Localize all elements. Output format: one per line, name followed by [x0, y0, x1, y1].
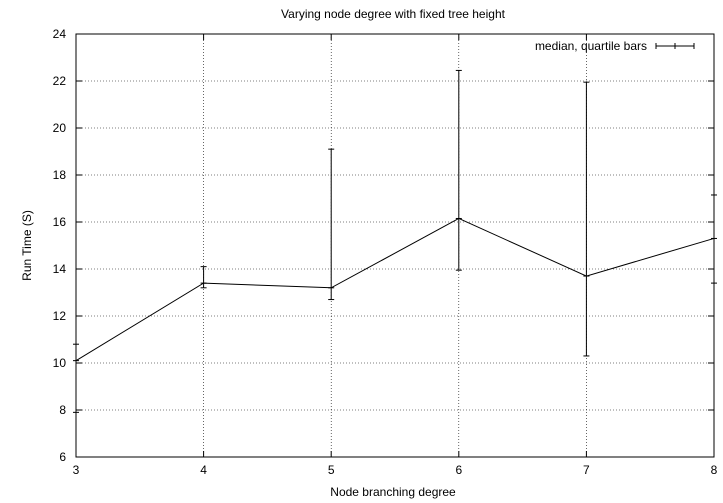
x-tick-label: 7 [583, 463, 590, 477]
x-tick-labels: 3 4 5 6 7 8 [73, 463, 718, 477]
y-tick-label: 14 [53, 262, 67, 276]
y-tick-label: 18 [53, 168, 67, 182]
series-median [73, 69, 717, 413]
legend-sample [655, 43, 695, 49]
grid [76, 34, 714, 457]
plot-area-frame [75, 33, 715, 458]
y-tick-label: 22 [53, 74, 67, 88]
x-axis-title: Node branching degree [330, 485, 456, 499]
y-tick-label: 10 [53, 356, 67, 370]
axis-ticks [75, 33, 715, 458]
y-tick-label: 24 [53, 27, 67, 41]
x-tick-label: 3 [73, 463, 80, 477]
y-tick-label: 12 [53, 309, 67, 323]
y-tick-label: 8 [59, 403, 66, 417]
y-tick-label: 16 [53, 215, 67, 229]
y-axis-title: Run Time (S) [20, 210, 34, 281]
x-tick-label: 5 [328, 463, 335, 477]
x-tick-label: 4 [200, 463, 207, 477]
y-tick-label: 20 [53, 121, 67, 135]
legend: median, quartile bars [535, 39, 695, 53]
legend-label: median, quartile bars [535, 39, 647, 53]
x-tick-label: 6 [455, 463, 462, 477]
series-line [75, 217, 715, 362]
y-tick-label: 6 [59, 450, 66, 464]
y-tick-labels: 6 8 10 12 14 16 18 20 22 24 [53, 27, 67, 464]
chart-title: Varying node degree with fixed tree heig… [281, 7, 506, 21]
x-tick-label: 8 [711, 463, 718, 477]
